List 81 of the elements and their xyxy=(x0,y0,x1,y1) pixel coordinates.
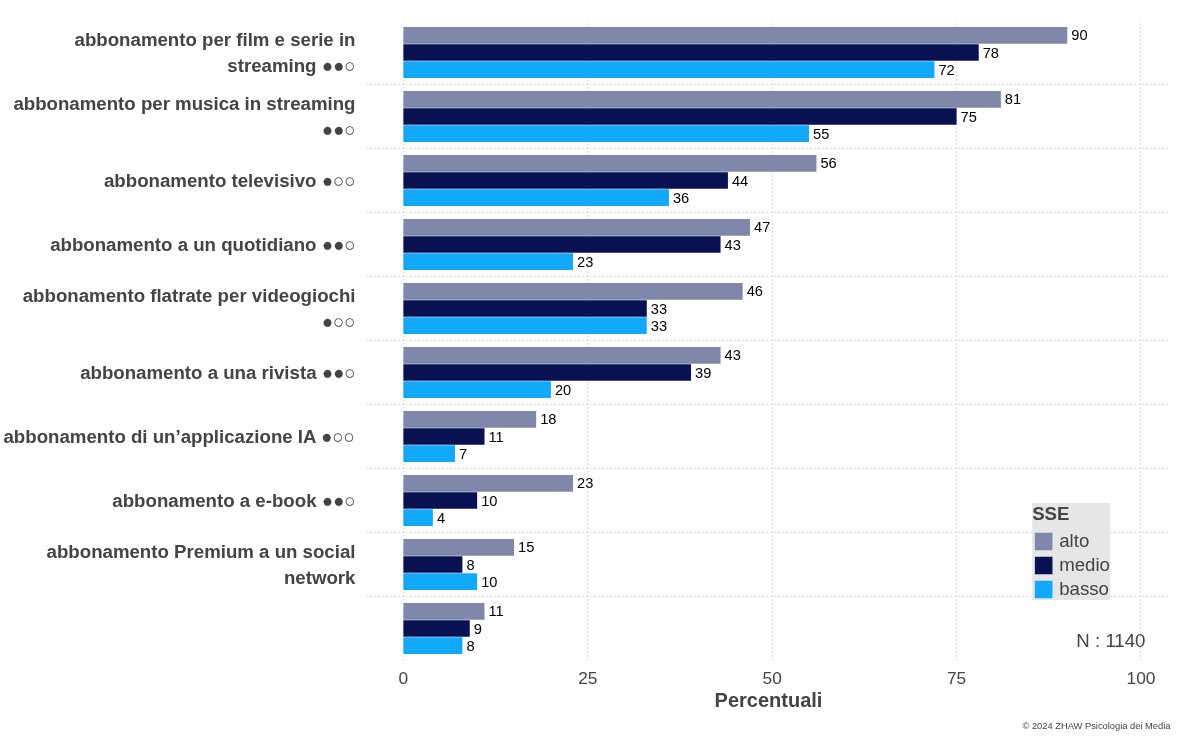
x-tick-label: 0 xyxy=(398,667,409,688)
y-tick-label: abbonamento a una rivista ●●○ xyxy=(80,362,356,383)
data-label: 39 xyxy=(695,364,712,381)
x-tick-label: 50 xyxy=(762,667,782,688)
legend-label: basso xyxy=(1059,578,1109,600)
bar xyxy=(403,428,485,445)
data-label: 72 xyxy=(938,61,955,78)
bar xyxy=(403,91,1001,108)
data-label: 46 xyxy=(746,283,763,300)
bar xyxy=(403,445,456,462)
data-label: 36 xyxy=(672,189,690,206)
bar xyxy=(403,381,551,398)
bar xyxy=(403,347,721,364)
bar xyxy=(403,155,817,172)
bar xyxy=(403,556,463,573)
bar xyxy=(403,411,537,428)
bar xyxy=(403,492,478,509)
bar xyxy=(403,27,1068,44)
y-tick-label: abbonamento a un quotidiano ●●○ xyxy=(50,234,356,255)
y-tick-label: abbonamento per film e serie in streaming ●●○ xyxy=(74,29,356,76)
data-label: 10 xyxy=(481,573,498,590)
y-tick-label: abbonamento di un’applicazione IA ●○○ xyxy=(3,426,355,447)
x-tick-label: 75 xyxy=(946,667,967,688)
x-tick-label: 100 xyxy=(1126,667,1156,688)
bar xyxy=(403,364,692,381)
bar xyxy=(403,475,574,492)
data-label: 33 xyxy=(650,300,668,317)
bar xyxy=(403,172,728,189)
text: © 2024 ZHAW Psicologia dei Media xyxy=(1022,720,1172,731)
data-label: 75 xyxy=(960,108,977,125)
data-label: 43 xyxy=(724,236,741,253)
legend-title: SSE xyxy=(1032,503,1071,525)
data-label: 47 xyxy=(754,219,771,236)
x-axis-title: Percentuali xyxy=(714,688,823,711)
annotation: N : 1140 xyxy=(1076,629,1146,651)
data-label: 78 xyxy=(982,44,1000,61)
data-label: 44 xyxy=(731,172,749,189)
data-label: 4 xyxy=(436,509,446,526)
y-tick-label: abbonamento a e-book ●●○ xyxy=(112,490,356,511)
data-label: 11 xyxy=(488,603,504,620)
bar xyxy=(403,125,810,142)
y-tick-label: abbonamento per musica in streaming ●●○ xyxy=(13,93,356,140)
bar xyxy=(403,317,647,334)
legend-label: medio xyxy=(1059,554,1110,576)
data-label: 56 xyxy=(820,155,837,172)
data-label: 20 xyxy=(554,381,572,398)
bar xyxy=(403,300,647,317)
bar xyxy=(403,61,935,78)
bar xyxy=(403,539,515,556)
data-label: 10 xyxy=(481,492,498,509)
bar xyxy=(403,219,751,236)
bar xyxy=(403,509,433,526)
data-label: 43 xyxy=(724,347,741,364)
bar xyxy=(403,603,485,620)
bar xyxy=(403,620,470,637)
data-label: 11 xyxy=(488,428,504,445)
data-label: 9 xyxy=(473,620,482,637)
data-label: 55 xyxy=(813,125,830,142)
y-tick-label: abbonamento televisivo ●○○ xyxy=(103,170,356,191)
data-label: 23 xyxy=(577,253,594,270)
y-tick-label: abbonamento Premium a un social network xyxy=(46,541,357,588)
bar xyxy=(403,44,979,61)
legend-label: alto xyxy=(1059,530,1090,552)
data-label: 8 xyxy=(466,556,475,573)
bar xyxy=(403,637,463,654)
data-label: 33 xyxy=(650,317,668,334)
bar xyxy=(403,236,721,253)
data-label: 8 xyxy=(466,637,475,654)
data-label: 23 xyxy=(577,475,594,492)
bar xyxy=(403,283,743,300)
bar xyxy=(403,253,574,270)
data-label: 90 xyxy=(1071,27,1088,44)
bar xyxy=(403,573,478,590)
bar xyxy=(403,108,957,125)
data-label: 81 xyxy=(1004,91,1022,108)
x-tick-label: 25 xyxy=(578,667,598,688)
bar xyxy=(403,189,669,206)
data-label: 18 xyxy=(540,411,557,428)
data-label: 15 xyxy=(518,539,535,556)
y-tick-label: abbonamento flatrate per videogiochi ●○○ xyxy=(22,285,356,332)
data-label: 7 xyxy=(459,445,468,462)
